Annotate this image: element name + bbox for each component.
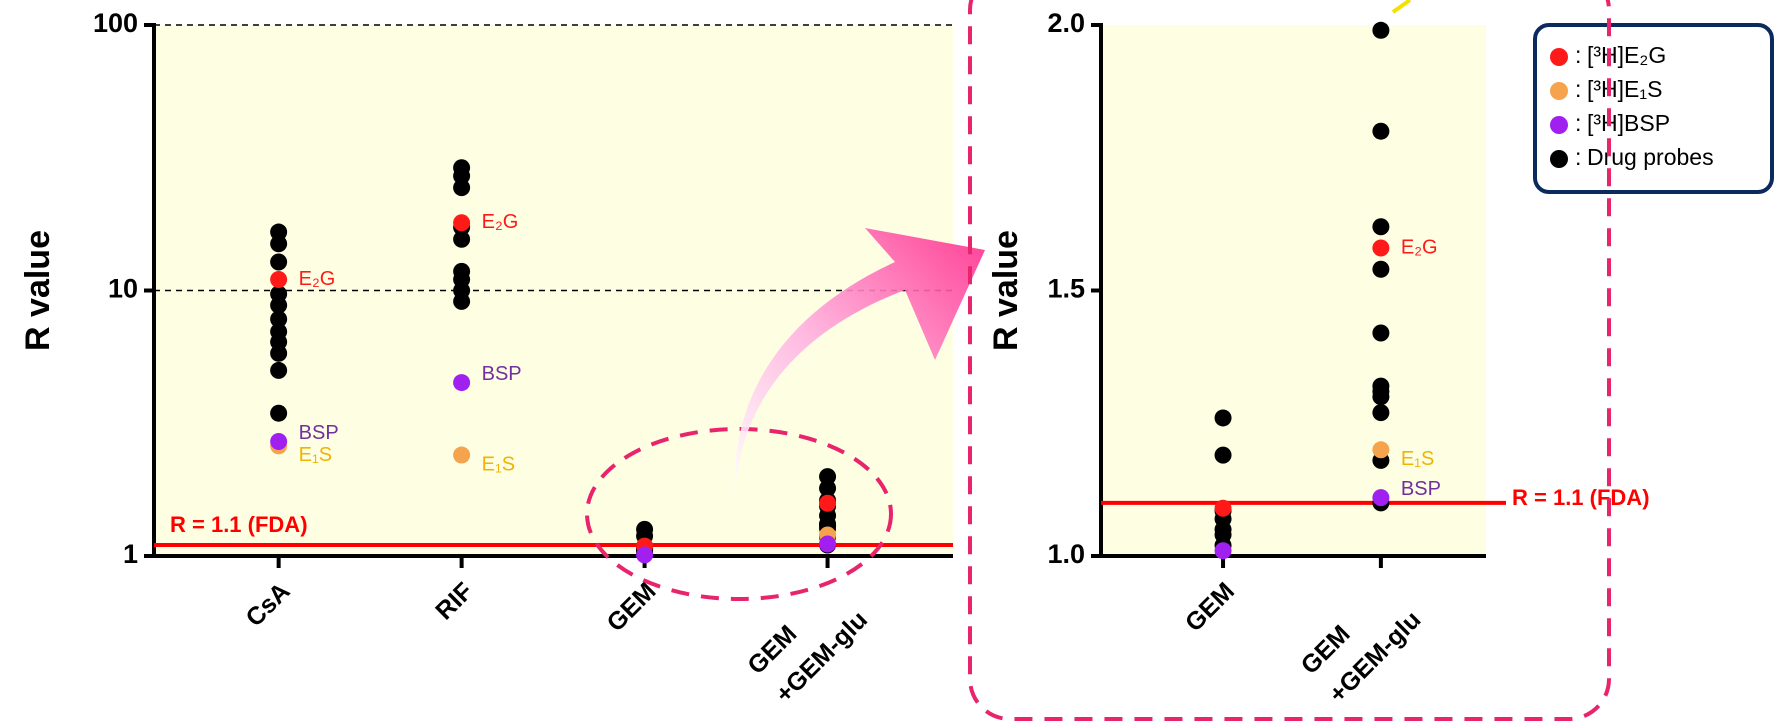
data-point <box>819 495 836 512</box>
point-label: E₂G <box>482 211 519 233</box>
reference-label: R = 1.1 (FDA) <box>1512 485 1650 510</box>
data-point <box>453 231 470 248</box>
y-tick-label: 10 <box>108 274 138 304</box>
data-point <box>453 214 470 231</box>
data-point <box>453 179 470 196</box>
legend-separator: : <box>1575 76 1581 102</box>
data-point <box>1372 22 1389 39</box>
data-point <box>1372 261 1389 278</box>
data-point <box>1372 240 1389 257</box>
data-point <box>819 535 836 552</box>
legend-label: [³H]BSP <box>1587 110 1670 136</box>
data-point <box>453 293 470 310</box>
y-tick-label: 1 <box>123 539 138 569</box>
point-label: E₂G <box>299 268 336 290</box>
x-tick-label: RIF <box>430 577 478 625</box>
legend-marker <box>1550 82 1568 100</box>
point-label: E₂G <box>1401 236 1438 258</box>
y-tick-label: 1.5 <box>1047 274 1085 304</box>
data-point <box>270 254 287 271</box>
point-label: BSP <box>299 422 339 444</box>
data-point <box>270 433 287 450</box>
data-point <box>1215 447 1232 464</box>
legend-label: Drug probes <box>1587 144 1714 170</box>
point-label: E₁S <box>1401 448 1434 470</box>
point-label: E₁S <box>299 444 332 466</box>
x-tick-label: GEM <box>601 577 661 637</box>
y-axis-label: R value <box>19 230 57 351</box>
data-point <box>453 374 470 391</box>
accent-stroke <box>1393 0 1410 12</box>
point-label: E₁S <box>482 453 515 475</box>
data-point <box>1372 218 1389 235</box>
data-point <box>270 362 287 379</box>
legend-separator: : <box>1575 110 1581 136</box>
data-point <box>270 235 287 252</box>
legend-separator: : <box>1575 42 1581 68</box>
data-point <box>1372 404 1389 421</box>
x-tick-label: CsA <box>240 577 295 632</box>
data-point <box>636 546 653 563</box>
chart: 1 10 100 R value CsA RIF GEM GEM+GEM-glu R = 1.1… <box>0 0 1789 723</box>
data-point <box>1372 388 1389 405</box>
legend-label: [³H]E₁S <box>1587 76 1663 102</box>
reference-label: R = 1.1 (FDA) <box>170 512 308 537</box>
data-point <box>1215 542 1232 559</box>
data-point <box>1372 489 1389 506</box>
data-point <box>1372 324 1389 341</box>
legend-separator: : <box>1575 144 1581 170</box>
data-point <box>270 271 287 288</box>
data-point <box>270 345 287 362</box>
data-point <box>270 405 287 422</box>
data-point <box>453 447 470 464</box>
data-point <box>1372 441 1389 458</box>
point-label: BSP <box>1401 478 1441 500</box>
legend-label: [³H]E₂G <box>1587 42 1666 68</box>
y-tick-label: 2.0 <box>1047 8 1085 38</box>
plot: 1.0 1.5 2.0 R value GEM GEM+GEM-glu R = 1.1 (F… <box>987 8 1772 708</box>
page: {"chart_data": [ {"type": "strip", "y_la… <box>0 0 1789 723</box>
legend-marker <box>1550 116 1568 134</box>
x-tick-label: GEM <box>1180 577 1240 637</box>
point-label: BSP <box>482 363 522 385</box>
plots: 1 10 100 R value CsA RIF GEM GEM+GEM-glu R = 1.1… <box>19 8 1772 708</box>
x-tick-label: GEM+GEM-glu <box>1295 577 1426 708</box>
y-tick-label: 100 <box>93 8 138 38</box>
legend-marker <box>1550 48 1568 66</box>
data-point <box>1372 123 1389 140</box>
data-point <box>1215 500 1232 517</box>
y-tick-label: 1.0 <box>1047 539 1085 569</box>
y-axis-label: R value <box>987 230 1025 351</box>
data-point <box>1215 409 1232 426</box>
legend-marker <box>1550 150 1568 168</box>
plot-background <box>1101 25 1486 556</box>
